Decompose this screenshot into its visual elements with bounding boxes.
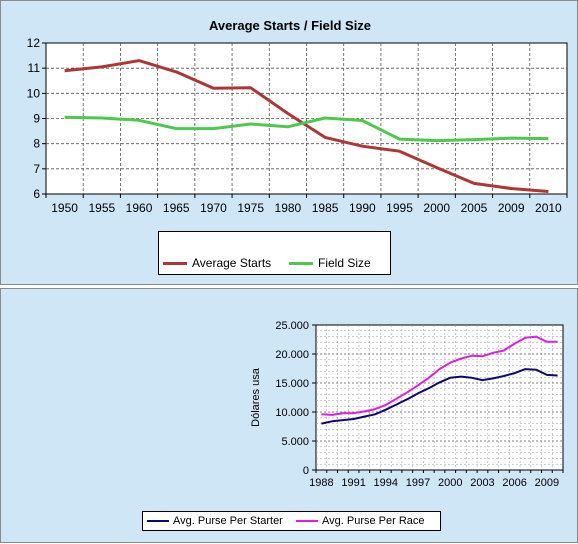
legend-swatch-field-size <box>289 261 313 265</box>
x-tick-label: 2000 <box>423 201 450 215</box>
legend-item-average-starts: Average Starts <box>163 256 271 270</box>
x-tick-label: 1960 <box>126 201 153 215</box>
x-tick-label: 1994 <box>374 477 398 489</box>
x-tick-label: 2006 <box>502 477 526 489</box>
y-tick-label: 9 <box>33 112 40 126</box>
y-tick-label: 25.000 <box>275 320 309 332</box>
chart-panel-bottom: 0 5.000 10.000 15.000 20.000 25.000 1988 1991 19… <box>0 288 578 543</box>
x-tick-label: 2003 <box>470 477 494 489</box>
chart-2-legend: Avg. Purse Per Starter Avg. Purse Per Ra… <box>142 511 441 531</box>
legend-swatch-average-starts <box>163 261 187 265</box>
x-tick-label: 2010 <box>535 201 562 215</box>
y-tick-label: 11 <box>28 61 41 75</box>
x-tick-label: 1970 <box>200 201 227 215</box>
x-tick-label: 2000 <box>438 477 462 489</box>
chart-1-plot: 6 7 8 9 10 11 12 1950 1955 1960 1965 1970 1975 1980 19… <box>27 36 568 215</box>
chart-panel-top: Average Starts / Field Size 6 7 8 9 10 11 12 19… <box>0 0 578 285</box>
y-tick-label: 20.000 <box>275 349 309 361</box>
chart-title: Average Starts / Field Size <box>208 18 372 33</box>
x-tick-label: 1950 <box>51 201 78 215</box>
y-tick-label: 10 <box>27 86 41 100</box>
y-tick-label: 0 <box>303 465 309 477</box>
x-tick-label: 1980 <box>275 201 302 215</box>
x-tick-label: 1991 <box>341 477 365 489</box>
x-tick-label: 2005 <box>461 201 488 215</box>
x-tick-label: 1955 <box>88 201 115 215</box>
x-tick-label: 2009 <box>535 477 559 489</box>
legend-label-purse-per-race: Avg. Purse Per Race <box>322 515 425 527</box>
legend-label-field-size: Field Size <box>318 256 371 270</box>
y-tick-label: 5.000 <box>281 436 309 448</box>
legend-swatch-purse-per-race <box>296 520 318 522</box>
y-tick-label: 7 <box>33 162 40 176</box>
plot-area <box>315 324 564 471</box>
series-line-avg-purse-per-starter <box>321 368 558 425</box>
chart-2-plot: 0 5.000 10.000 15.000 20.000 25.000 1988 1991 19… <box>250 320 564 489</box>
x-tick-label: 1995 <box>386 201 413 215</box>
y-tick-label: 6 <box>33 187 40 201</box>
x-tick-label: 1985 <box>312 201 339 215</box>
legend-item-purse-per-starter: Avg. Purse Per Starter <box>147 515 283 527</box>
y-axis-label: Dólares usa <box>250 367 262 427</box>
y-tick-label: 12 <box>27 36 41 50</box>
y-tick-label: 8 <box>33 137 40 151</box>
series-line-average-starts <box>64 59 549 193</box>
series-line-avg-purse-per-race <box>321 335 558 416</box>
y-tick-label: 10.000 <box>275 407 309 419</box>
chart-1-legend: Average Starts Field Size <box>158 231 391 275</box>
series-line-field-size <box>64 115 549 143</box>
y-tick-label: 15.000 <box>275 378 309 390</box>
x-tick-label: 1988 <box>309 477 333 489</box>
x-tick-label: 1990 <box>349 201 376 215</box>
x-tick-label: 1975 <box>237 201 264 215</box>
legend-label-average-starts: Average Starts <box>192 256 272 270</box>
x-tick-label: 1965 <box>163 201 190 215</box>
x-tick-label: 2009 <box>498 201 525 215</box>
legend-item-purse-per-race: Avg. Purse Per Race <box>296 515 425 527</box>
legend-swatch-purse-per-starter <box>147 520 169 522</box>
x-tick-label: 1997 <box>406 477 430 489</box>
legend-item-field-size: Field Size <box>289 256 371 270</box>
legend-label-purse-per-starter: Avg. Purse Per Starter <box>173 515 283 527</box>
